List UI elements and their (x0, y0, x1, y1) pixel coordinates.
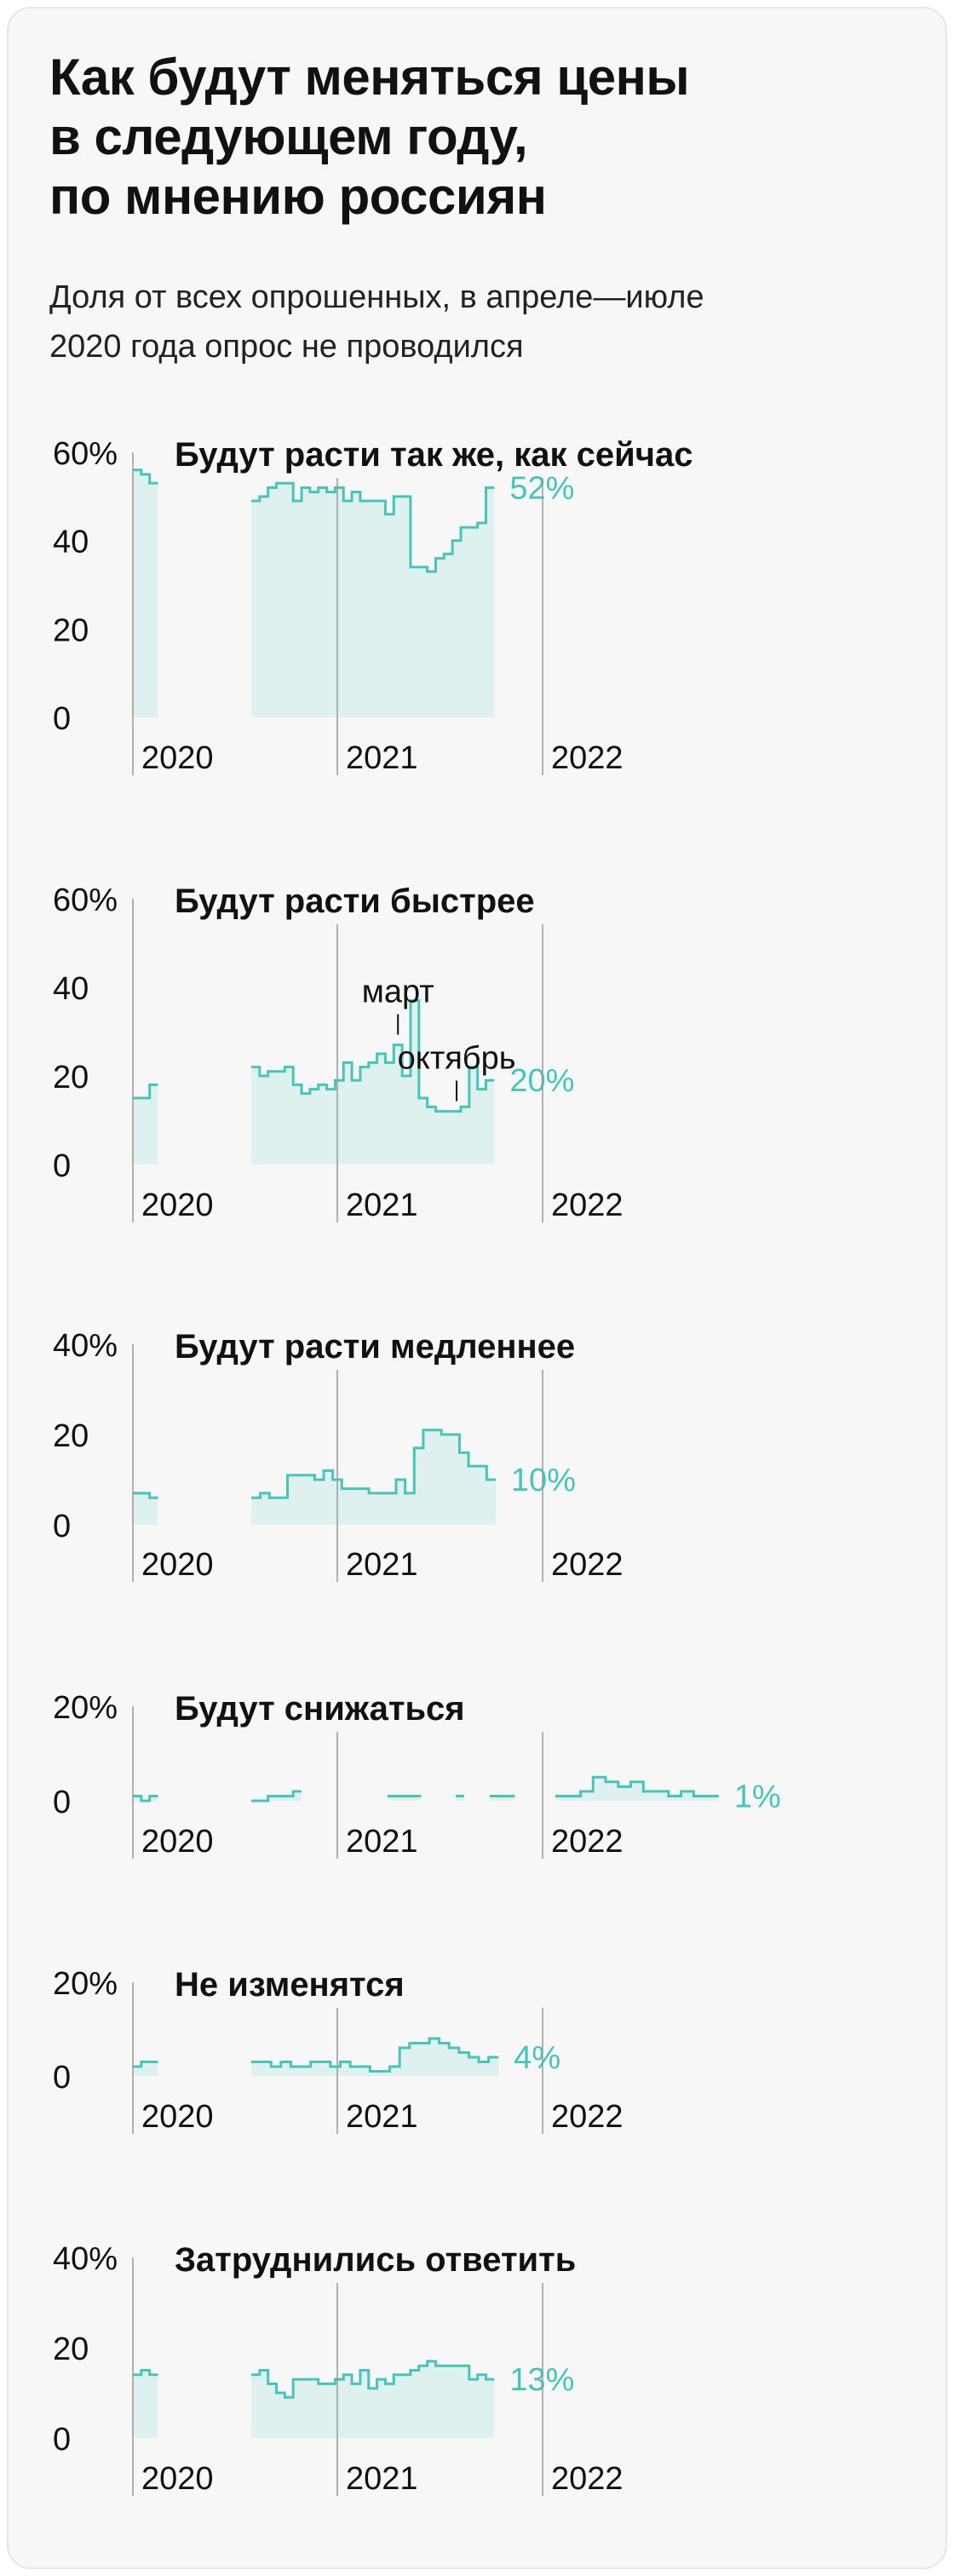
panel-title: Затруднились ответить (175, 2241, 576, 2279)
series-area (555, 1777, 719, 1801)
subtitle-line: 2020 года опрос не проводился (49, 329, 524, 365)
series-area (133, 469, 158, 717)
series-line (251, 1790, 302, 1803)
y-axis-max-label: 60% (53, 436, 118, 472)
x-axis-year-label: 2020 (141, 1824, 214, 1860)
y-axis-max-label: 20% (53, 1966, 118, 2002)
x-axis-year-label: 2022 (551, 740, 624, 776)
x-axis-year-label: 2020 (141, 2099, 214, 2135)
series-line (133, 2061, 158, 2068)
y-axis-tick-label: 0 (53, 701, 71, 737)
y-axis-tick-label: 40 (53, 525, 89, 561)
x-axis-year-label: 2022 (551, 2461, 624, 2497)
x-axis-year-label: 2022 (551, 2099, 624, 2135)
title-line: в следующем году, (49, 108, 528, 165)
y-axis-tick-label: 20 (53, 2332, 89, 2367)
series-area (251, 1000, 495, 1164)
x-axis-year-label: 2022 (551, 1547, 624, 1583)
y-axis-tick-label: 20 (53, 1060, 89, 1095)
x-axis-year-label: 2021 (346, 740, 418, 776)
y-axis-tick-label: 0 (53, 2060, 71, 2096)
series-area (133, 1492, 158, 1525)
chart-card (7, 7, 947, 2569)
series-line (133, 1492, 158, 1499)
panel-title: Будут расти медленнее (175, 1328, 575, 1366)
series-area (251, 2360, 495, 2438)
x-axis-year-label: 2021 (346, 2099, 418, 2135)
annotation-label: октябрь (398, 1041, 516, 1077)
panel-title: Будут расти быстрее (175, 883, 535, 920)
y-axis-tick-label: 0 (53, 1509, 71, 1544)
x-axis-year-label: 2021 (346, 1187, 418, 1223)
x-axis-year-label: 2022 (551, 1187, 624, 1223)
x-axis-year-label: 2020 (141, 1187, 214, 1223)
annotation-label: март (362, 975, 434, 1010)
series-line (555, 1775, 719, 1797)
last-value-label: 10% (511, 1463, 576, 1498)
y-axis-max-label: 40% (53, 2241, 118, 2277)
y-axis-tick-label: 0 (53, 1148, 71, 1184)
series-area (251, 1429, 496, 1525)
x-axis-year-label: 2020 (141, 740, 214, 776)
series-line (251, 1429, 496, 1499)
chart-subtitle: Доля от всех опрошенных, в апреле—июле 2… (49, 273, 901, 371)
y-axis-tick-label: 0 (53, 2422, 71, 2458)
series-area (251, 2038, 499, 2076)
series-area (133, 1084, 158, 1164)
title-line: по мнению россиян (49, 168, 547, 225)
panel-title: Не изменятся (175, 1966, 405, 2004)
y-axis-tick-label: 20 (53, 612, 89, 648)
series-line (251, 481, 495, 573)
x-axis-year-label: 2020 (141, 1547, 214, 1583)
series-line (133, 469, 158, 485)
panel-title: Будут снижаться (175, 1690, 465, 1728)
x-axis-year-label: 2020 (141, 2461, 214, 2497)
y-axis-tick-label: 40 (53, 971, 89, 1007)
series-line (251, 999, 495, 1113)
y-axis-tick-label: 20 (53, 1418, 89, 1454)
series-area (133, 2370, 158, 2438)
title-line: Как будут меняться цены (49, 49, 690, 106)
x-axis-year-label: 2021 (346, 1547, 418, 1583)
y-axis-max-label: 60% (53, 883, 118, 918)
series-line (133, 2369, 158, 2377)
x-axis-year-label: 2022 (551, 1824, 624, 1860)
series-area (133, 2061, 158, 2076)
last-value-label: 4% (514, 2040, 560, 2076)
chart-title: Как будут меняться цены в следующем году… (49, 48, 901, 227)
y-axis-max-label: 40% (53, 1328, 118, 1364)
series-line (251, 2360, 495, 2399)
subtitle-line: Доля от всех опрошенных, в апреле—июле (49, 279, 704, 315)
series-line (251, 2037, 499, 2073)
series-area (251, 483, 495, 717)
y-axis-tick-label: 0 (53, 1785, 71, 1820)
x-axis-year-label: 2021 (346, 1824, 418, 1860)
panel-title: Будут расти так же, как сейчас (175, 436, 693, 474)
series-line (133, 1794, 158, 1803)
y-axis-max-label: 20% (53, 1690, 118, 1726)
last-value-label: 1% (734, 1779, 781, 1814)
x-axis-year-label: 2021 (346, 2461, 418, 2497)
series-line (133, 1083, 158, 1100)
